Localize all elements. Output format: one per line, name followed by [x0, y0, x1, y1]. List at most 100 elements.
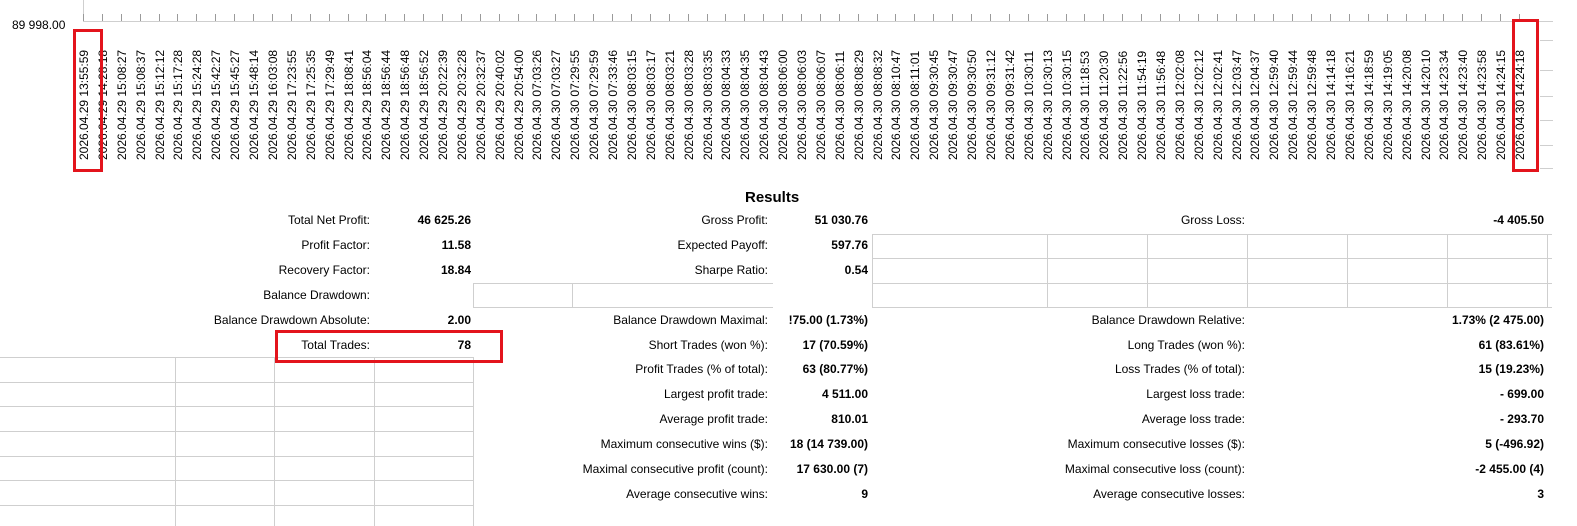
x-tick-label: 2026.04.29 18:56:04: [360, 49, 374, 160]
grid-line: [1540, 145, 1553, 146]
x-tick-label: 2026.04.29 17:23:55: [285, 49, 299, 160]
result-label: Average consecutive losses:: [1093, 487, 1245, 501]
y-axis-label: 89 998.00: [12, 18, 66, 32]
result-label: Average consecutive wins:: [626, 487, 768, 501]
x-tick-label: 2026.04.30 08:06:07: [814, 49, 828, 160]
x-tick-label: 2026.04.30 08:03:17: [644, 49, 658, 160]
x-tick-label: 2026.04.30 11:18:53: [1078, 50, 1092, 160]
x-tick-label: 2026.04.30 12:59:48: [1305, 49, 1319, 160]
x-tick: [499, 14, 500, 21]
x-tick-label: 2026.04.30 09:31:12: [984, 49, 998, 160]
x-tick: [1462, 14, 1463, 21]
x-tick: [366, 14, 367, 21]
x-tick: [272, 14, 273, 21]
x-tick: [348, 14, 349, 21]
result-label: Profit Factor:: [301, 238, 370, 252]
grid-line: [1540, 168, 1553, 169]
grid-line: [1540, 120, 1553, 121]
x-tick-label: 2026.04.29 16:03:08: [266, 49, 280, 160]
x-tick-label: 2026.04.30 12:04:37: [1248, 49, 1262, 160]
result-label: Balance Drawdown Absolute:: [213, 313, 370, 327]
result-value: 61 (83.61%): [1478, 338, 1544, 352]
x-tick-label: 2026.04.30 14:14:18: [1324, 49, 1338, 160]
x-tick-label: 2026.04.30 07:29:59: [587, 49, 601, 160]
result-value: 810.01: [831, 412, 868, 426]
x-tick-label: 2026.04.30 08:03:21: [663, 49, 677, 160]
result-value: 15 (19.23%): [1478, 362, 1544, 376]
x-tick: [574, 14, 575, 21]
result-label: Profit Trades (% of total):: [635, 362, 768, 376]
x-tick-label: 2026.04.30 11:20:30: [1097, 50, 1111, 160]
x-tick-label: 2026.04.30 10:30:15: [1060, 49, 1074, 160]
result-label: Maximum consecutive losses ($):: [1067, 437, 1245, 451]
x-tick: [1481, 14, 1482, 21]
result-label: Maximal consecutive loss (count):: [1064, 462, 1245, 476]
x-tick: [858, 14, 859, 21]
chart-baseline: [83, 21, 1553, 22]
x-tick-label: 2026.04.30 08:03:28: [682, 49, 696, 160]
result-label: Recovery Factor:: [278, 263, 370, 277]
x-tick: [1519, 14, 1520, 21]
result-value: 11.58: [441, 238, 471, 252]
result-value: - 293.70: [1499, 412, 1544, 426]
x-tick: [971, 14, 972, 21]
x-tick: [631, 14, 632, 21]
result-label: Total Trades:: [301, 338, 370, 352]
x-tick: [820, 14, 821, 21]
x-tick-label: 2026.04.29 15:42:27: [209, 49, 223, 160]
x-tick-label: 2026.04.29 15:08:37: [134, 49, 148, 160]
x-tick: [933, 14, 934, 21]
result-label: Long Trades (won %):: [1127, 338, 1245, 352]
x-tick-label: 2026.04.29 17:25:35: [304, 49, 318, 160]
x-tick-label: 2026.04.30 07:03:26: [530, 49, 544, 160]
x-tick: [1425, 14, 1426, 21]
result-label: Maximal consecutive profit (count):: [582, 462, 768, 476]
result-label: Maximum consecutive wins ($):: [600, 437, 768, 451]
x-tick-label: 2026.04.29 18:56:48: [398, 49, 412, 160]
x-tick-label: 2026.04.29 18:56:44: [379, 49, 393, 160]
x-tick: [1198, 14, 1199, 21]
x-tick: [1387, 14, 1388, 21]
x-tick: [650, 14, 651, 21]
result-label: Balance Drawdown Maximal:: [613, 313, 768, 327]
result-label: Largest profit trade:: [663, 387, 768, 401]
x-tick-label: 2026.04.29 20:32:37: [474, 49, 488, 160]
result-label: Loss Trades (% of total):: [1114, 362, 1245, 376]
grid-line: [1540, 40, 1553, 41]
x-tick-label: 2026.04.30 08:08:29: [852, 49, 866, 160]
x-tick: [1160, 14, 1161, 21]
x-tick: [83, 14, 84, 21]
x-tick-label: 2026.04.30 09:31:42: [1003, 49, 1017, 160]
x-tick-label: 2026.04.30 09:30:47: [946, 49, 960, 160]
result-label: Average profit trade:: [659, 412, 768, 426]
x-tick: [1141, 14, 1142, 21]
x-tick-label: 2026.04.30 14:19:05: [1381, 49, 1395, 160]
x-tick: [1254, 14, 1255, 21]
x-tick-label: 2026.04.30 14:18:59: [1362, 49, 1376, 160]
x-tick: [990, 14, 991, 21]
x-tick: [423, 14, 424, 21]
result-value: 9: [861, 487, 868, 501]
x-tick-label: 2026.04.30 12:59:40: [1267, 49, 1281, 160]
x-tick-label: 2026.04.30 08:03:15: [625, 49, 639, 160]
x-tick: [1311, 14, 1312, 21]
result-value: 2.00: [447, 313, 471, 327]
x-tick-label: 2026.04.30 14:20:10: [1419, 49, 1433, 160]
x-tick-label: 2026.04.30 08:03:35: [701, 49, 715, 160]
x-tick: [329, 14, 330, 21]
x-tick-label: 2026.04.30 08:04:33: [719, 49, 733, 160]
x-tick: [1406, 14, 1407, 21]
x-tick-label: 2026.04.30 08:10:47: [889, 49, 903, 160]
result-value: 4 511.00: [821, 387, 868, 401]
x-tick: [385, 14, 386, 21]
x-tick: [763, 14, 764, 21]
x-tick: [1330, 14, 1331, 21]
result-label: Largest loss trade:: [1146, 387, 1245, 401]
x-tick-label: 2026.04.30 11:22:56: [1116, 50, 1130, 160]
result-value: 5 (-496.92): [1485, 437, 1544, 451]
grid-line: [1540, 70, 1553, 71]
x-tick-label: 2026.04.30 11:54:19: [1135, 50, 1149, 160]
x-tick-label: 2026.04.30 09:30:50: [965, 49, 979, 160]
results-title: Results: [745, 189, 800, 206]
result-value: -4 405.50: [1493, 213, 1544, 227]
